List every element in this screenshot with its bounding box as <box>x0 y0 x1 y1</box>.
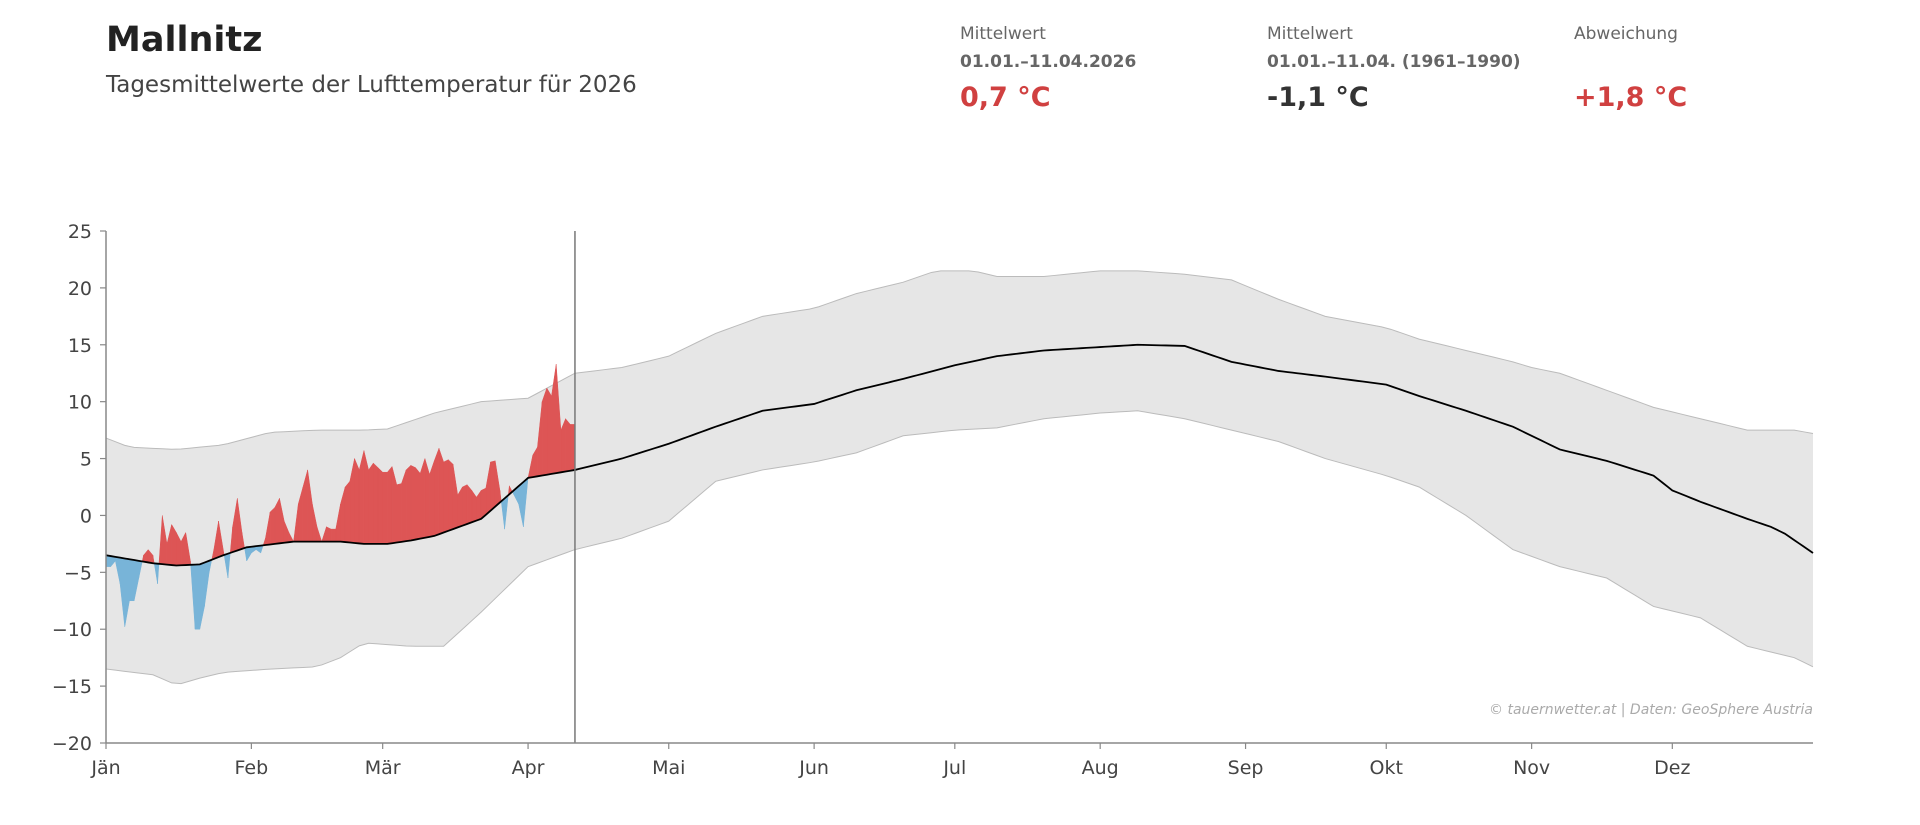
anomaly-above-segment <box>434 448 440 537</box>
y-tick-label: −20 <box>52 733 92 755</box>
climate-range-band <box>106 270 1813 684</box>
anomaly-above-segment <box>373 462 379 545</box>
stat-mean-2026: Mittelwert 01.01.–11.04.2026 0,7 °C <box>960 24 1136 113</box>
anomaly-below-segment <box>129 558 135 602</box>
x-tick-label: Jän <box>90 757 120 779</box>
y-tick-label: 5 <box>80 449 92 471</box>
y-tick-label: 25 <box>68 221 92 243</box>
climate-upper-line <box>105 270 1814 450</box>
anomaly-below-segment <box>194 564 201 630</box>
anomaly-above-segment <box>368 462 374 545</box>
y-tick-label: 20 <box>68 278 92 300</box>
stat-label: Mittelwert <box>1267 24 1353 44</box>
stat-value: 0,7 °C <box>960 82 1051 113</box>
anomaly-above-segment <box>555 364 562 474</box>
anomaly-above-segment <box>326 526 332 542</box>
stat-label: Mittelwert <box>960 24 1046 44</box>
y-tick-label: −10 <box>52 619 92 641</box>
stat-value: +1,8 °C <box>1574 82 1688 113</box>
x-tick-label: Apr <box>512 757 545 779</box>
anomaly-above-segment <box>541 387 548 476</box>
stat-label: Abweichung <box>1574 24 1678 44</box>
anomaly-above-segment <box>344 480 351 543</box>
chart-subtitle: Tagesmittelwerte der Lufttemperatur für … <box>106 72 637 98</box>
x-tick-label: Feb <box>235 757 269 779</box>
anomaly-above-segment <box>546 387 552 476</box>
y-tick-label: 10 <box>68 392 92 414</box>
y-tick-label: 0 <box>80 505 92 527</box>
x-tick-label: Sep <box>1228 757 1264 779</box>
x-tick-label: Dez <box>1654 757 1690 779</box>
anomaly-above-segment <box>330 528 337 542</box>
anomaly-above-segment <box>466 484 473 525</box>
anomaly-above-segment <box>443 459 449 533</box>
anomaly-above-segment <box>429 460 435 538</box>
climate-lower-line <box>105 410 1814 685</box>
anomaly-above-segment <box>387 465 393 545</box>
y-tick-label: −5 <box>64 562 92 584</box>
stat-mean-climate: Mittelwert 01.01.–11.04. (1961–1990) -1,… <box>1267 24 1521 113</box>
x-tick-label: Jun <box>798 757 829 779</box>
stat-deviation: Abweichung +1,8 °C <box>1574 24 1687 113</box>
x-tick-label: Mai <box>652 757 685 779</box>
anomaly-above-segment <box>269 506 276 545</box>
station-title: Mallnitz <box>106 20 263 60</box>
x-tick-label: Mär <box>365 757 401 779</box>
anomaly-above-segment <box>415 466 421 540</box>
y-tick-label: −15 <box>52 676 92 698</box>
anomaly-above-segment <box>419 458 426 539</box>
x-tick-label: Nov <box>1513 757 1550 779</box>
anomaly-above-segment <box>448 459 454 532</box>
anomaly-above-segment <box>490 460 496 512</box>
y-tick-label: 15 <box>68 335 92 357</box>
x-tick-label: Aug <box>1082 757 1119 779</box>
stat-value: -1,1 °C <box>1267 82 1369 113</box>
anomaly-above-segment <box>551 364 557 475</box>
anomaly-above-segment <box>396 483 402 543</box>
anomaly-above-segment <box>405 464 412 542</box>
copyright-annotation: © tauernwetter.at | Daten: GeoSphere Aus… <box>1489 702 1813 718</box>
stat-period: 01.01.–11.04.2026 <box>960 52 1137 72</box>
climate-mean-line <box>105 343 1814 567</box>
x-tick-label: Jul <box>942 757 966 779</box>
anomaly-above-segment <box>565 418 571 472</box>
stat-period: 01.01.–11.04. (1961–1990) <box>1267 52 1521 72</box>
anomaly-above-segment <box>354 458 360 544</box>
anomaly-above-segment <box>377 467 383 545</box>
anomaly-above-segment <box>438 448 444 535</box>
anomaly-above-segment <box>462 484 468 527</box>
x-tick-label: Okt <box>1370 757 1403 779</box>
anomaly-above-segment <box>382 471 388 545</box>
anomaly-above-segment <box>410 464 416 541</box>
